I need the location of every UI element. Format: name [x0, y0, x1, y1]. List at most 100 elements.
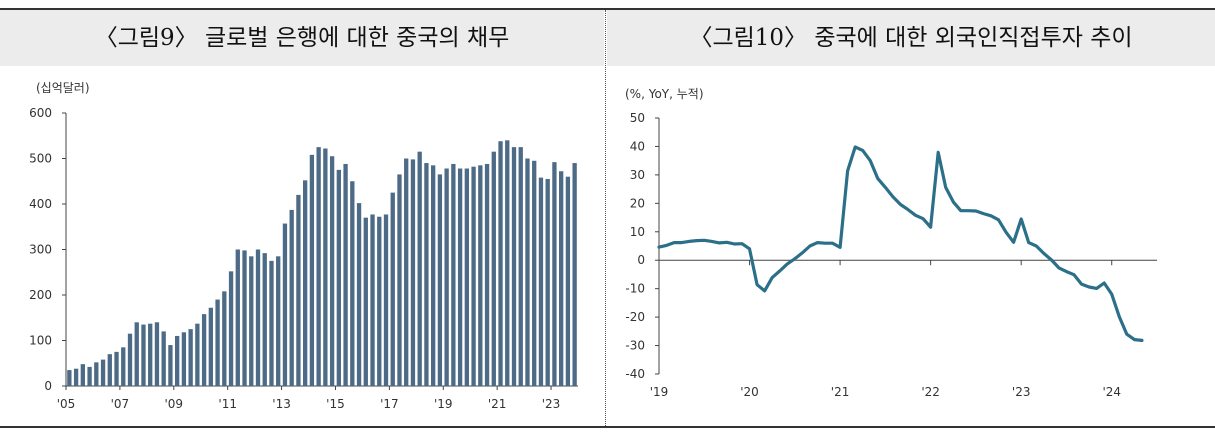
- bar-mark: [127, 333, 133, 386]
- bar-mark: [545, 178, 550, 386]
- bar-mark: [222, 291, 227, 386]
- title-band-left: [0, 10, 604, 66]
- bar-x-tick-label: '07: [111, 397, 130, 411]
- line-x-tick-label: '22: [921, 385, 940, 399]
- bar-mark: [134, 322, 139, 386]
- line-y-tick-label: -20: [625, 310, 645, 324]
- bar-mark: [431, 165, 436, 386]
- bar-mark: [269, 260, 274, 386]
- bar-x-tick-label: '11: [218, 397, 237, 411]
- bar-mark: [491, 151, 496, 386]
- bar-y-tick-label: 500: [29, 152, 52, 166]
- bar-mark: [80, 364, 85, 386]
- bar-mark: [336, 169, 341, 386]
- line-y-tick-label: -30: [625, 339, 645, 353]
- bar-x-tick-label: '09: [165, 397, 184, 411]
- bar-mark: [444, 168, 449, 386]
- bar-x-tick-label: '17: [380, 397, 399, 411]
- bar-mark: [161, 331, 166, 386]
- bar-mark: [303, 180, 308, 386]
- line-x-tick-label: '20: [740, 385, 759, 399]
- bar-mark: [356, 203, 362, 386]
- bar-mark: [424, 163, 429, 386]
- line-chart-fdi: (%, YoY, 누적) 50 40 30 20 10 0 -10 -20 -30 -40 '19 '…: [625, 87, 1157, 399]
- bar-x-tick-label: '13: [272, 397, 291, 411]
- bottom-rule: [0, 426, 1215, 428]
- line-x-tick-label: '19: [650, 385, 669, 399]
- bar-mark: [242, 250, 247, 386]
- bar-mark: [538, 177, 544, 386]
- bar-mark: [377, 216, 382, 386]
- bar-mark: [329, 156, 335, 386]
- bar-mark: [289, 209, 294, 386]
- bar-y-tick-label: 200: [29, 288, 52, 302]
- bar-mark: [518, 147, 523, 386]
- bar-y-tick-label: 0: [44, 379, 52, 393]
- bar-mark: [100, 359, 106, 386]
- bar-mark: [464, 168, 469, 386]
- line-y-tick-label: 20: [630, 196, 645, 210]
- bar-mark: [552, 162, 557, 386]
- bar-mark: [73, 368, 79, 386]
- panel-divider: [605, 10, 606, 426]
- bar-mark: [437, 174, 443, 386]
- line-y-tick-label: -40: [625, 367, 645, 381]
- bar-mark: [350, 181, 355, 386]
- bar-mark: [532, 160, 537, 386]
- bar-mark: [188, 329, 193, 386]
- bar-mark: [343, 163, 348, 386]
- bar-mark: [498, 141, 503, 386]
- bar-y-tick-label: 300: [29, 243, 52, 257]
- bar-mark: [478, 165, 483, 386]
- bar-chart-debt: (십억달러) 0 100 200 300 400 500 600 '05 '07 '09 '11 '1…: [29, 81, 578, 411]
- bar-x-tick-label: '05: [57, 397, 76, 411]
- bar-unit-label: (십억달러): [36, 81, 90, 95]
- bar-mark: [121, 347, 126, 386]
- bar-mark: [404, 158, 409, 386]
- bar-mark: [525, 158, 530, 386]
- bar-mark: [276, 256, 281, 386]
- bar-x-tick-label: '23: [542, 397, 561, 411]
- bar-mark: [255, 249, 261, 386]
- bar-y-tick-label: 400: [29, 197, 52, 211]
- chart-title-debt: 〈그림9〉 글로벌 은행에 대한 중국의 채무: [94, 25, 510, 51]
- bar-mark: [390, 192, 395, 386]
- bar-mark: [114, 351, 119, 386]
- bar-mark: [181, 332, 187, 386]
- line-y-tick-label: 30: [630, 168, 645, 182]
- bar-mark: [370, 214, 375, 386]
- fdi-series-line: [657, 145, 1144, 342]
- bar-mark: [471, 166, 476, 386]
- bar-mark: [208, 307, 213, 386]
- top-rule: [0, 8, 1215, 10]
- line-y-tick-label: 0: [637, 253, 645, 267]
- bar-x-tick-label: '21: [488, 397, 507, 411]
- bar-mark: [316, 147, 321, 386]
- line-y-tick-label: -10: [625, 282, 645, 296]
- bar-mark: [141, 324, 146, 386]
- bar-mark: [417, 151, 422, 386]
- line-x-tick-label: '24: [1102, 385, 1121, 399]
- bar-y-tick-label: 100: [29, 334, 52, 348]
- bar-y-tick-label: 600: [29, 106, 52, 120]
- bar-mark: [87, 366, 92, 386]
- bar-mark: [565, 176, 571, 386]
- bar-mark: [235, 249, 240, 386]
- bar-mark: [148, 323, 153, 386]
- bar-mark: [215, 299, 220, 386]
- line-x-tick-label: '23: [1012, 385, 1031, 399]
- bar-mark: [168, 345, 173, 386]
- bar-mark: [383, 214, 389, 386]
- bar-mark: [451, 163, 456, 386]
- line-y-tick-label: 50: [630, 111, 645, 125]
- title-band-right: [607, 10, 1215, 66]
- bar-mark: [296, 194, 301, 386]
- bar-mark: [262, 253, 267, 386]
- bar-mark: [154, 322, 160, 386]
- bar-mark: [323, 148, 328, 386]
- bar-mark: [249, 256, 254, 386]
- bar-mark: [228, 271, 234, 386]
- chart-title-fdi: 〈그림10〉 중국에 대한 외국인직접투자 추이: [689, 25, 1133, 51]
- bar-mark: [309, 154, 315, 386]
- bar-mark: [175, 335, 180, 386]
